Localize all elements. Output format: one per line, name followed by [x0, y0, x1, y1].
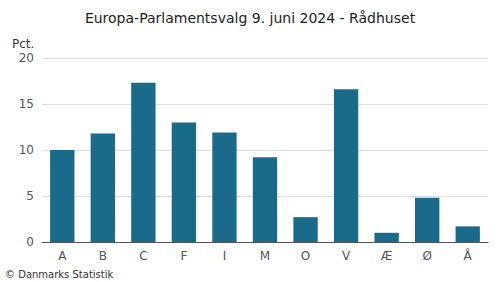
svg-text:F: F [180, 249, 187, 263]
svg-text:10: 10 [19, 143, 34, 157]
svg-text:V: V [342, 249, 351, 263]
svg-text:15: 15 [19, 97, 34, 111]
svg-text:Europa-Parlamentsvalg 9. juni: Europa-Parlamentsvalg 9. juni 2024 - Råd… [85, 10, 416, 26]
svg-text:© Danmarks Statistik: © Danmarks Statistik [5, 269, 114, 280]
svg-text:I: I [223, 249, 227, 263]
svg-text:Å: Å [464, 248, 473, 263]
svg-text:20: 20 [19, 51, 34, 65]
svg-text:B: B [99, 249, 107, 263]
svg-text:Æ: Æ [381, 249, 393, 263]
svg-text:5: 5 [26, 189, 34, 203]
svg-text:O: O [301, 249, 310, 263]
svg-text:M: M [260, 249, 270, 263]
svg-text:C: C [139, 249, 147, 263]
svg-text:Ø: Ø [422, 249, 431, 263]
svg-text:A: A [58, 249, 67, 263]
svg-text:0: 0 [26, 235, 34, 249]
svg-text:Pct.: Pct. [12, 37, 34, 51]
